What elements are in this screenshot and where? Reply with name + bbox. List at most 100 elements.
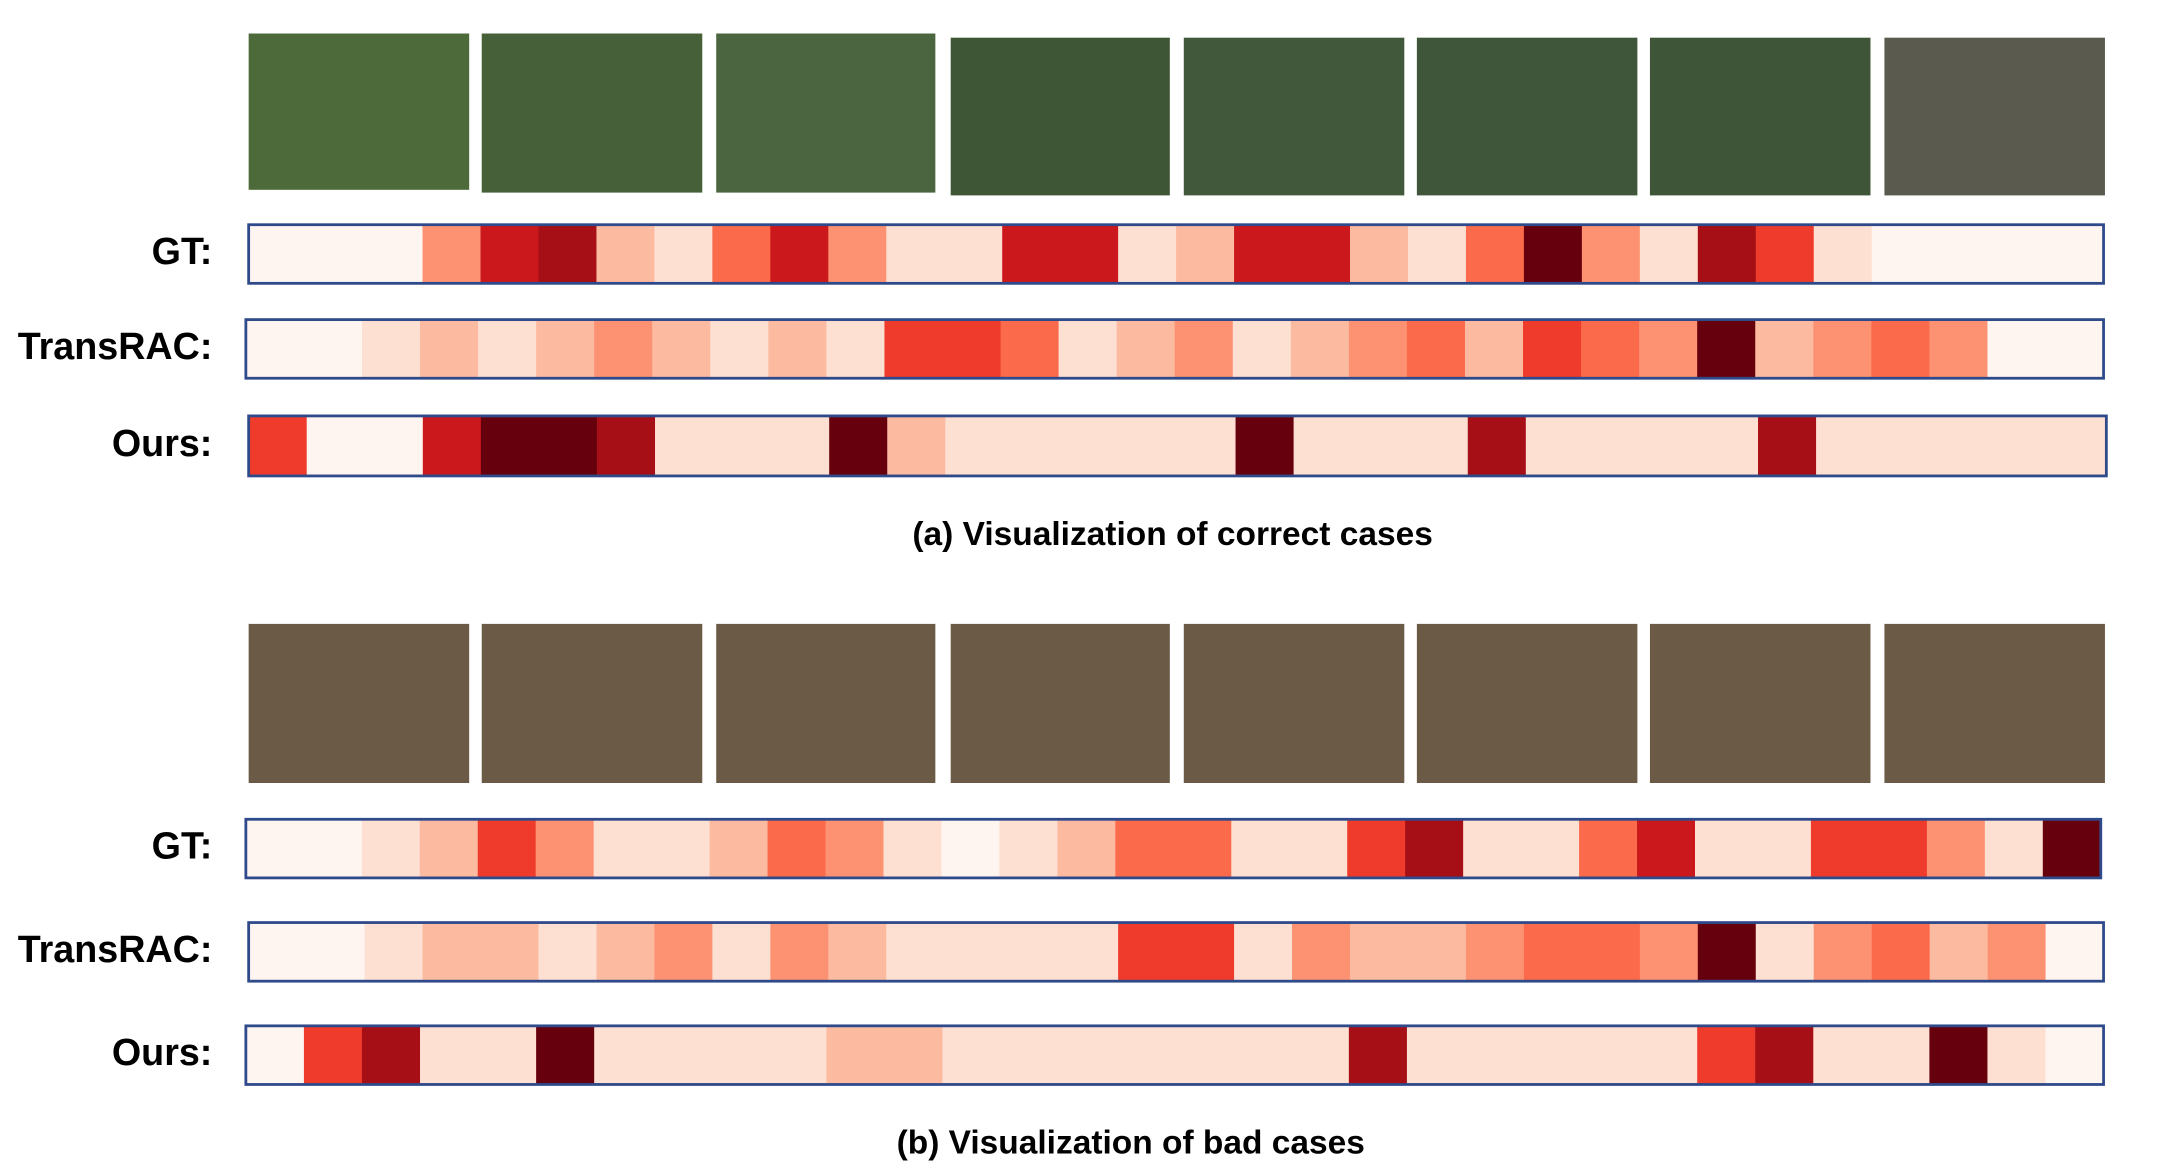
- video-frame: [1884, 623, 2105, 783]
- heat-cell: [1871, 1025, 1931, 1085]
- heat-cell: [1987, 224, 2047, 284]
- heat-cell: [1115, 819, 1175, 878]
- heat-cell: [1350, 224, 1409, 284]
- video-frame: [1649, 37, 1871, 196]
- heat-cell: [1929, 224, 1989, 284]
- heat-cell: [480, 415, 540, 476]
- heat-cell: [478, 319, 537, 379]
- heat-cell: [422, 922, 482, 982]
- heat-cell: [2045, 319, 2105, 379]
- heat-cell: [538, 224, 598, 284]
- strip-border: [244, 1024, 2105, 1086]
- heat-cell: [1290, 1025, 1350, 1085]
- heat-cell: [1003, 415, 1063, 476]
- heat-cell: [1463, 819, 1522, 878]
- heat-cell: [1579, 819, 1638, 878]
- heat-cell: [1697, 319, 1756, 379]
- heat-cell: [1813, 922, 1873, 982]
- heat-cell: [710, 319, 770, 379]
- heat-cell: [245, 319, 305, 379]
- heat-cell: [1755, 224, 1815, 284]
- heat-cell: [420, 319, 479, 379]
- strip-border: [247, 921, 2105, 983]
- heat-cell: [1813, 224, 1873, 284]
- video-frame: [1416, 37, 1638, 196]
- heat-cell: [1639, 922, 1699, 982]
- heat-cell: [1057, 819, 1117, 878]
- heat-cell: [1755, 922, 1815, 982]
- row-label: GT:: [152, 825, 213, 867]
- caption: (a) Visualization of correct cases: [912, 516, 1432, 553]
- heat-cell: [1699, 415, 1759, 476]
- heat-cell: [1871, 224, 1931, 284]
- heat-cell: [829, 415, 888, 476]
- heat-cell: [999, 819, 1059, 878]
- heat-cell: [828, 224, 887, 284]
- heat-cell: [1521, 819, 1580, 878]
- heat-cell: [536, 1025, 595, 1085]
- heat-cell: [306, 415, 366, 476]
- heat-cell: [538, 922, 598, 982]
- heat-cell: [422, 415, 482, 476]
- heat-cell: [944, 922, 1003, 982]
- heat-cell: [712, 922, 772, 982]
- heat-cell: [1061, 415, 1121, 476]
- heat-cell: [303, 1025, 363, 1085]
- video-frame: [950, 37, 1170, 196]
- heat-cell: [767, 819, 827, 878]
- heat-cell: [1176, 224, 1235, 284]
- frames-b: [248, 623, 2105, 783]
- heat-cell: [1290, 319, 1350, 379]
- heat-cell: [1234, 922, 1293, 982]
- heat-cell: [655, 415, 714, 476]
- heat-cell: [1000, 319, 1060, 379]
- row-label: Ours:: [112, 422, 212, 464]
- heat-cell: [652, 319, 711, 379]
- heat-cell: [710, 1025, 770, 1085]
- heat-cell: [1987, 319, 2047, 379]
- heat-cell: [303, 319, 363, 379]
- heat-cell: [1119, 415, 1179, 476]
- heat-cell: [1060, 922, 1119, 982]
- heat-cell: [1116, 1025, 1176, 1085]
- heat-cell: [1465, 922, 1525, 982]
- heat-cell: [1000, 1025, 1060, 1085]
- heat-cell: [1002, 922, 1061, 982]
- heat-cell: [2045, 224, 2105, 284]
- heat-cell: [1234, 224, 1293, 284]
- frames-a: [248, 33, 2105, 196]
- heat-cell: [768, 1025, 828, 1085]
- video-frame: [1183, 37, 1405, 196]
- heat-cell: [1350, 922, 1409, 982]
- row-label: TransRAC:: [18, 928, 213, 970]
- heat-cell: [1467, 415, 1527, 476]
- heat-cell: [535, 819, 595, 878]
- video-frame: [481, 33, 703, 193]
- heat-cell: [1232, 1025, 1292, 1085]
- heat-cell: [942, 319, 1002, 379]
- heat-cell: [1932, 415, 1991, 476]
- heat-cell: [1406, 319, 1466, 379]
- heat-cell: [1058, 319, 1118, 379]
- heat-cell: [1810, 819, 1870, 878]
- heat-cell: [594, 319, 653, 379]
- heat-cell: [245, 1025, 305, 1085]
- heat-cell: [828, 922, 887, 982]
- heat-cell: [1289, 819, 1348, 878]
- video-frame: [1183, 623, 1405, 783]
- heat-cell: [480, 224, 540, 284]
- heat-cell: [1874, 415, 1933, 476]
- heat-cell: [884, 1025, 944, 1085]
- video-frame: [950, 623, 1170, 783]
- heat-cell: [596, 415, 656, 476]
- heat-cell: [1523, 1025, 1582, 1085]
- heat-cell: [1755, 319, 1814, 379]
- heat-cell: [1464, 1025, 1524, 1085]
- heat-cell: [1407, 224, 1467, 284]
- row-label: GT:: [152, 230, 213, 272]
- heat-cell: [248, 224, 308, 284]
- heat-cell: [1581, 319, 1640, 379]
- heat-cell: [596, 922, 656, 982]
- heat-cell: [1583, 415, 1643, 476]
- heat-cell: [361, 319, 421, 379]
